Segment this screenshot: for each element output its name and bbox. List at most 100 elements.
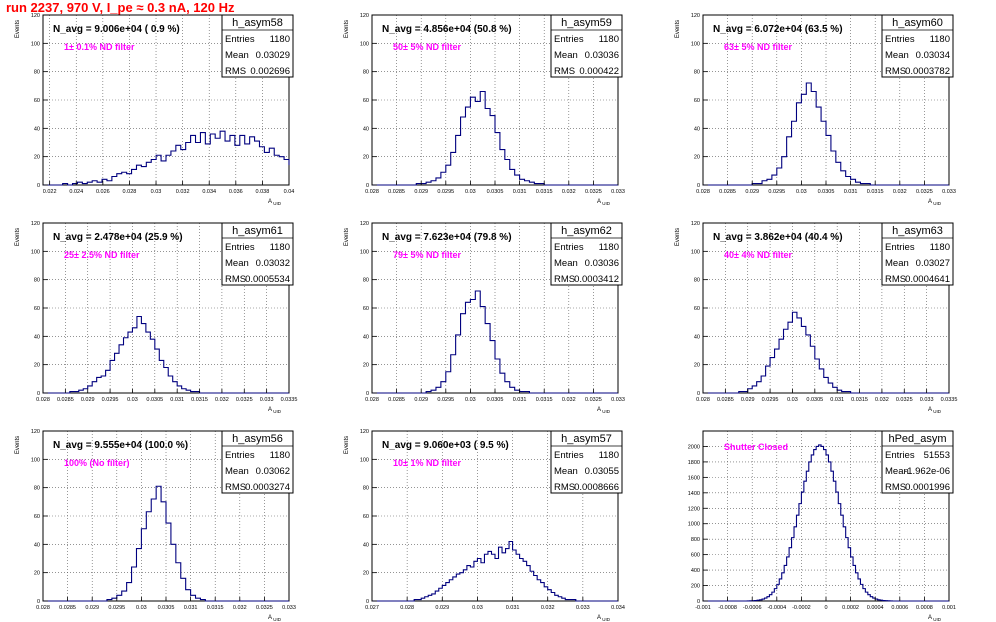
y-tick-label: 120	[360, 221, 369, 227]
x-tick-label: 0.0295	[437, 189, 454, 195]
x-tick-label: 0.029	[414, 189, 428, 195]
x-tick-label: 0.032	[215, 397, 229, 403]
x-axis-title: A UID	[928, 407, 942, 414]
y-tick-label: 40	[363, 126, 369, 132]
stats-value-entries: 1180	[599, 242, 619, 253]
stats-value-entries: 1180	[930, 34, 950, 45]
x-axis-title-main: A	[597, 615, 601, 621]
y-tick-label: 0	[37, 391, 40, 397]
x-tick-label: 0.032	[893, 189, 907, 195]
x-tick-label: 0.032	[562, 189, 576, 195]
x-tick-label: 0.028	[400, 605, 414, 611]
histogram-series	[43, 315, 289, 394]
x-tick-label: 0.028	[36, 605, 50, 611]
x-tick-label: 0.0004	[867, 605, 884, 611]
stats-key-mean: Mean	[885, 466, 909, 477]
x-tick-label: 0.0325	[236, 397, 253, 403]
stats-value-entries: 1180	[599, 34, 619, 45]
x-axis-title: A UID	[268, 199, 282, 206]
x-tick-label: 0.034	[611, 605, 625, 611]
y-tick-label: 600	[691, 553, 700, 559]
y-tick-label: 0	[37, 599, 40, 605]
x-tick-label: 0.0295	[437, 397, 454, 403]
y-axis-title: Events	[675, 228, 681, 246]
y-tick-label: 80	[363, 278, 369, 284]
x-tick-label: 0.029	[414, 397, 428, 403]
y-tick-label: 80	[34, 70, 40, 76]
y-tick-label: 60	[363, 306, 369, 312]
stats-value-entries: 1180	[599, 450, 619, 461]
filter-label: 25± 2.5% ND filter	[64, 250, 140, 260]
x-tick-label: 0.0285	[388, 397, 405, 403]
y-tick-label: 100	[31, 249, 40, 255]
stats-key-rms: RMS	[225, 66, 246, 77]
x-axis-title-main: A	[928, 407, 932, 413]
stats-box	[881, 222, 954, 286]
x-tick-label: 0.0285	[719, 189, 736, 195]
x-tick-label: 0.029	[741, 397, 755, 403]
histogram-name: h_asym56	[232, 433, 283, 445]
filter-label: 63± 5% ND filter	[724, 42, 792, 52]
x-tick-label: 0.0305	[487, 189, 504, 195]
y-tick-label: 20	[694, 155, 700, 161]
histogram-series	[372, 290, 618, 394]
y-axis-title: Events	[344, 228, 350, 246]
x-axis-title-main: A	[597, 407, 601, 413]
y-tick-label: 1000	[688, 522, 700, 528]
y-tick-label: 60	[34, 306, 40, 312]
filter-label: 79± 5% ND filter	[393, 250, 461, 260]
stats-key-rms: RMS	[225, 482, 246, 493]
stats-value-rms: 0.002696	[250, 66, 290, 77]
stats-key-entries: Entries	[554, 450, 584, 461]
histogram-series	[372, 90, 618, 186]
stats-box	[550, 222, 623, 286]
x-tick-label: 0.0335	[941, 397, 958, 403]
y-tick-label: 2000	[688, 444, 700, 450]
stats-value-rms: 0.0003412	[574, 274, 619, 285]
y-tick-label: 20	[363, 571, 369, 577]
x-axis-title: A UID	[268, 615, 282, 622]
x-tick-label: 0.034	[202, 189, 216, 195]
x-tick-label: 0.0305	[487, 397, 504, 403]
x-tick-label: 0.03	[136, 605, 147, 611]
x-tick-label: -0.0006	[743, 605, 762, 611]
y-axis-title: Events	[15, 436, 21, 454]
stats-key-entries: Entries	[554, 34, 584, 45]
y-tick-label: 60	[694, 306, 700, 312]
histogram-panel-h_asym56: 0.028 0.0285 0.029 0.0295 0.03 0.0305 0.031 0.0…	[15, 429, 296, 622]
stats-key-entries: Entries	[225, 34, 255, 45]
stats-key-entries: Entries	[225, 450, 255, 461]
filter-label: 100% (No filter)	[64, 458, 130, 468]
x-tick-label: 0.0285	[717, 397, 734, 403]
stats-key-entries: Entries	[885, 242, 915, 253]
y-tick-label: 40	[34, 334, 40, 340]
x-tick-label: 0.031	[830, 397, 844, 403]
stats-value-rms: 0.0001996	[905, 482, 950, 493]
x-tick-label: 0.0325	[896, 397, 913, 403]
y-tick-label: 100	[360, 41, 369, 47]
x-tick-label: 0.022	[43, 189, 57, 195]
stats-key-rms: RMS	[885, 66, 906, 77]
y-tick-label: 80	[34, 278, 40, 284]
histogram-series	[703, 311, 949, 394]
histogram-panel-hPed_asym: -0.001 -0.0008 -0.0006 -0.0004 -0.0002 0 0.000…	[688, 430, 956, 622]
navg-label: N_avg = 9.006e+04 ( 0.9 %)	[53, 24, 180, 35]
x-tick-label: 0.032	[233, 605, 247, 611]
stats-box	[221, 14, 294, 78]
x-axis-title: A UID	[928, 615, 942, 622]
y-tick-label: 0	[366, 183, 369, 189]
x-axis-title-main: A	[268, 407, 272, 413]
x-tick-label: 0.028	[696, 189, 710, 195]
y-tick-label: 120	[360, 429, 369, 435]
x-tick-label: 0.0325	[916, 189, 933, 195]
x-axis-title-main: A	[597, 199, 601, 205]
y-tick-label: 100	[360, 457, 369, 463]
stats-key-rms: RMS	[885, 482, 906, 493]
stats-key-entries: Entries	[885, 450, 915, 461]
y-tick-label: 80	[363, 70, 369, 76]
x-tick-label: 0.04	[284, 189, 295, 195]
x-tick-label: 0.0305	[818, 189, 835, 195]
x-axis-title-sub: UID	[601, 201, 611, 206]
y-axis-title: Events	[15, 20, 21, 38]
